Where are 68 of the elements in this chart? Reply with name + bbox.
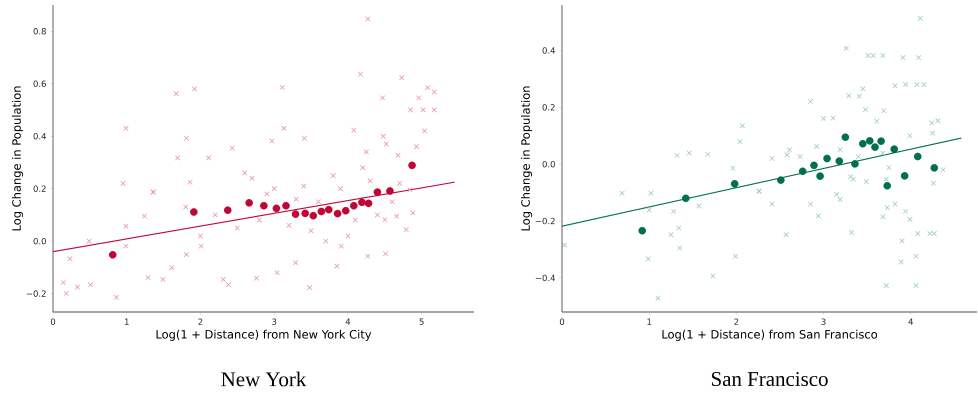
x-tick-label: 3 — [822, 318, 826, 325]
point — [318, 208, 326, 216]
x-axis-title: Log(1 + Distance) from San Francisco — [662, 330, 878, 341]
y-tick-label: 0.4 — [34, 132, 46, 140]
y-tick-label: −0.2 — [26, 290, 46, 297]
point — [190, 208, 198, 216]
point — [859, 140, 867, 148]
point — [823, 154, 831, 162]
point — [342, 206, 350, 215]
point — [364, 200, 372, 208]
point — [224, 206, 232, 214]
point — [282, 202, 290, 210]
y-axis-title: Log Change in Population — [521, 86, 532, 230]
point — [260, 202, 268, 210]
y-axis-title: Log Change in Population — [12, 86, 24, 230]
point — [245, 199, 253, 207]
point — [798, 167, 806, 176]
text: New York — [221, 372, 306, 386]
text: San Francisco — [712, 372, 828, 386]
y-tick-label: 0.4 — [542, 47, 556, 54]
y-tick-label: 0.6 — [34, 80, 46, 87]
point — [930, 164, 938, 172]
point — [730, 180, 738, 188]
x-tick-label: 0 — [50, 318, 56, 325]
point — [350, 202, 358, 210]
y-tick-label: 0.0 — [542, 160, 555, 168]
point — [816, 172, 824, 180]
point — [374, 188, 382, 196]
y-tick-label: −0.4 — [536, 274, 556, 282]
point — [900, 172, 908, 180]
x-tick-label: 1 — [647, 318, 652, 325]
point — [866, 137, 874, 145]
x-tick-label: 1 — [124, 318, 129, 325]
x-tick-label: 3 — [272, 318, 276, 325]
point — [272, 204, 280, 212]
point — [835, 157, 844, 165]
point — [777, 176, 785, 184]
point — [851, 160, 859, 168]
point — [292, 210, 300, 218]
point — [334, 210, 342, 218]
point — [324, 206, 333, 214]
point — [914, 152, 922, 160]
point — [108, 250, 117, 259]
point — [386, 187, 394, 195]
point — [301, 210, 309, 218]
point — [883, 182, 892, 190]
x-tick-label: 2 — [198, 318, 202, 325]
point — [682, 194, 690, 202]
x-tick-label: 5 — [420, 318, 424, 325]
y-tick-label: 0.8 — [34, 28, 46, 34]
x-axis-title: Log(1 + Distance) from New York City — [156, 330, 372, 341]
point — [842, 133, 850, 141]
y-tick-label: 0.0 — [34, 238, 46, 244]
y-tick-label: 0.2 — [542, 104, 555, 111]
point — [871, 143, 879, 151]
point — [890, 145, 898, 153]
y-tick-label: −0.2 — [536, 218, 555, 224]
x-tick-label: 2 — [734, 318, 738, 325]
x-tick-label: 4 — [908, 318, 913, 325]
y-tick-label: 0.2 — [34, 185, 46, 192]
point — [309, 212, 318, 220]
point — [877, 137, 885, 145]
point — [810, 162, 818, 170]
point — [408, 162, 416, 170]
x-tick-label: 4 — [346, 318, 350, 325]
point — [638, 226, 646, 234]
x-tick-label: 0 — [560, 318, 564, 325]
point — [358, 198, 366, 206]
